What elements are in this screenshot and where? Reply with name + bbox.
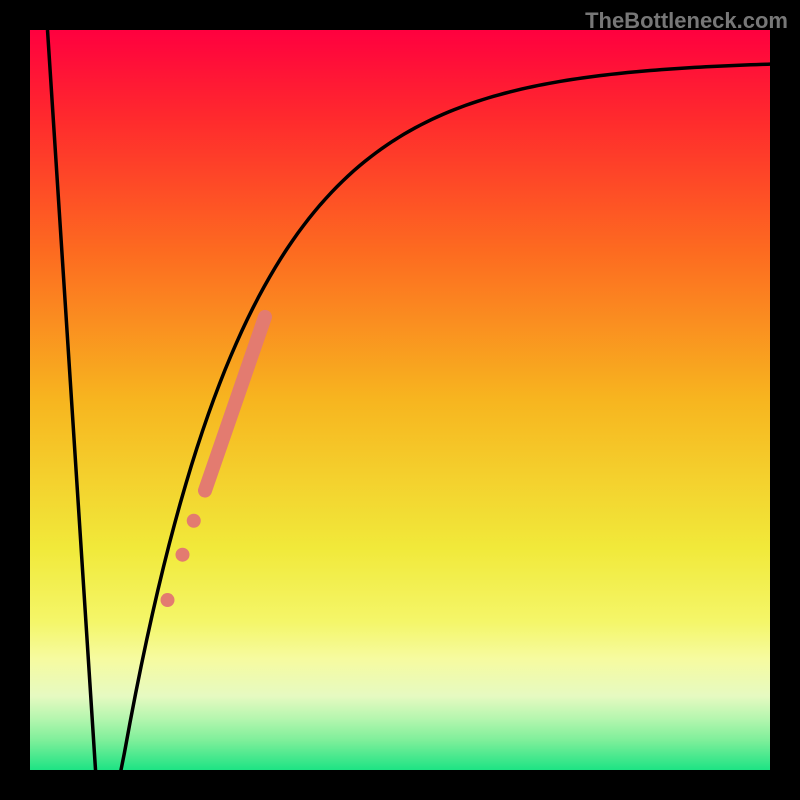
bottleneck-chart: TheBottleneck.com — [0, 0, 800, 800]
highlight-dot — [187, 514, 201, 528]
highlight-dot — [176, 548, 190, 562]
highlight-dot — [161, 593, 175, 607]
chart-svg — [0, 0, 800, 800]
watermark-text: TheBottleneck.com — [585, 8, 788, 34]
